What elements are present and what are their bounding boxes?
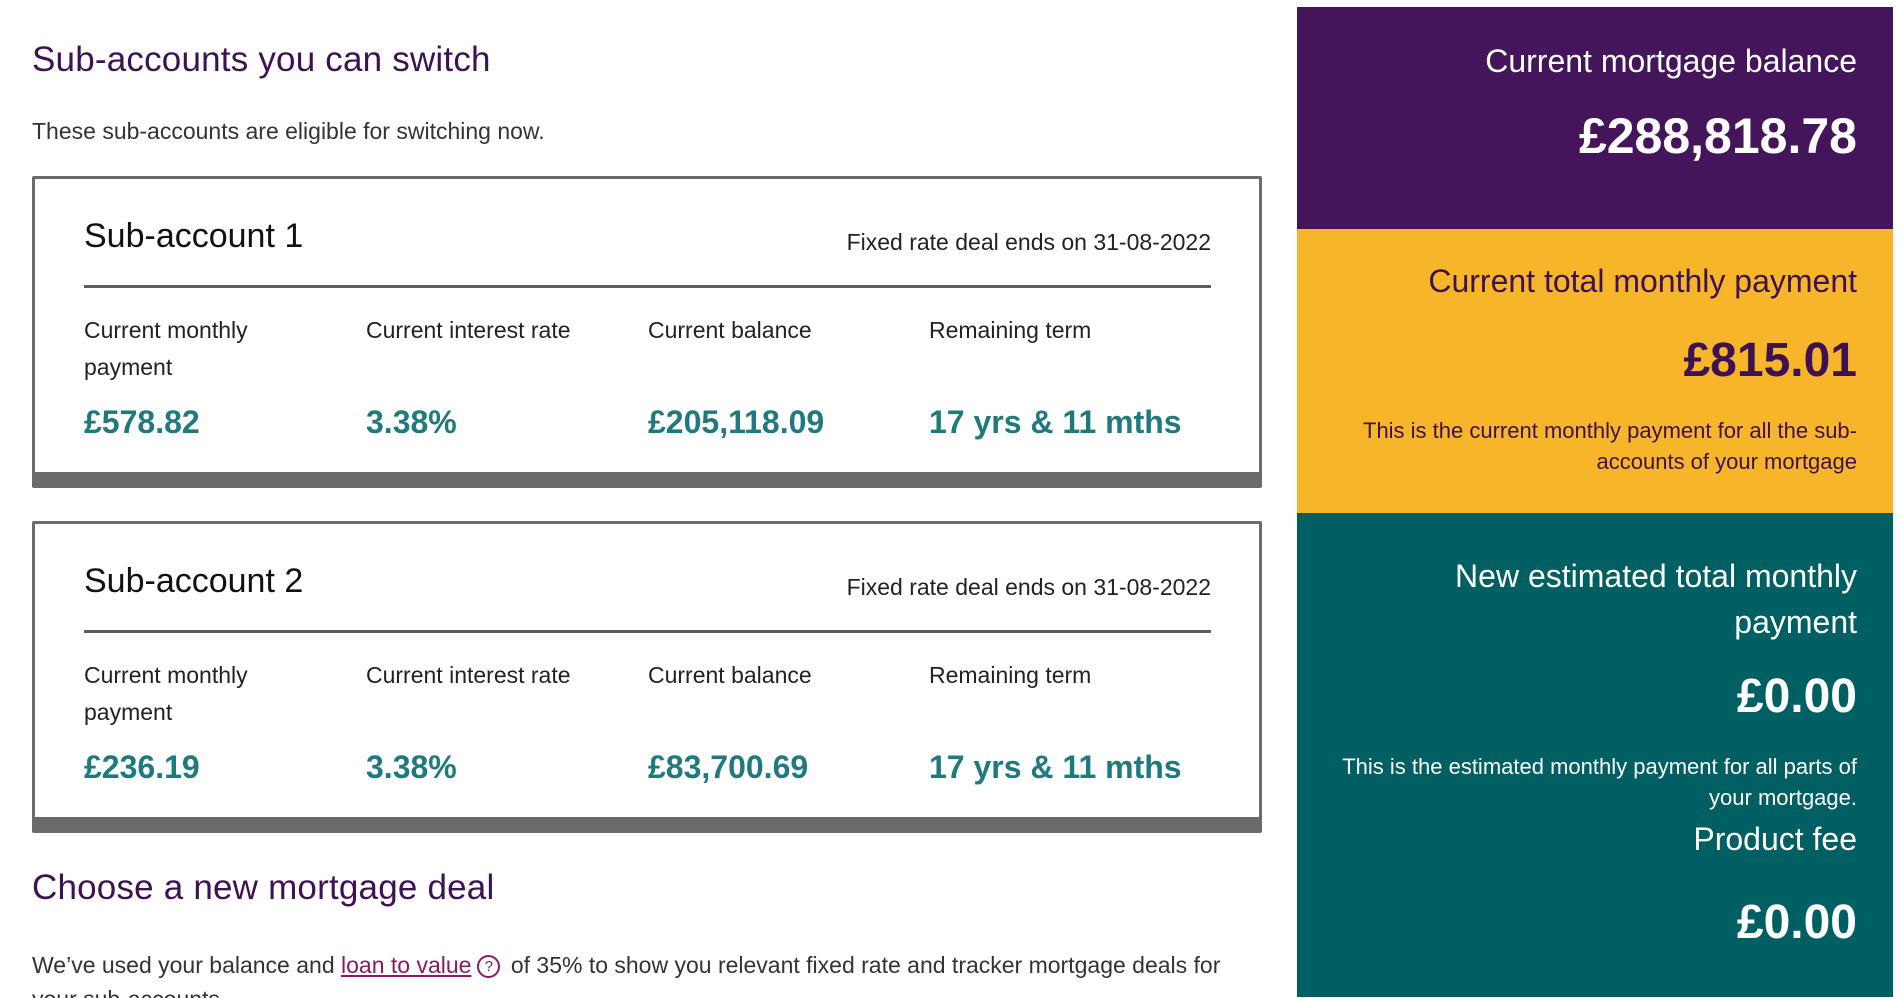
- sub-accounts-title: Sub-accounts you can switch: [32, 40, 491, 79]
- stat-value: £578.82: [84, 404, 200, 440]
- loan-to-value-link[interactable]: loan to value: [341, 952, 472, 978]
- sub-account-name: Sub-account 1: [84, 217, 304, 255]
- new-payment-panel: New estimated total monthly payment £0.0…: [1297, 513, 1893, 997]
- balance-stat: Current balance £205,118.09: [648, 312, 888, 440]
- description-text: We’ve used your balance and: [32, 952, 341, 978]
- stat-value: 3.38%: [366, 749, 457, 785]
- card-divider: [84, 630, 1211, 633]
- description-text: of 35% to show you relevant fixed rate a…: [32, 952, 1221, 998]
- new-payment-value: £0.00: [1736, 670, 1857, 723]
- stat-label: Remaining term: [929, 662, 1092, 688]
- sub-accounts-intro: These sub-accounts are eligible for swit…: [32, 118, 545, 144]
- stat-label: Current balance: [648, 317, 812, 343]
- monthly-payment-stat: Current monthly payment £578.82: [84, 312, 324, 440]
- remaining-term-stat: Remaining term 17 yrs & 11 mths: [929, 657, 1182, 785]
- sub-account-card: Sub-account 2 Fixed rate deal ends on 31…: [32, 521, 1262, 833]
- choose-deal-title: Choose a new mortgage deal: [32, 868, 495, 907]
- balance-value: £288,818.78: [1578, 108, 1857, 164]
- remaining-term-stat: Remaining term 17 yrs & 11 mths: [929, 312, 1182, 440]
- payment-label: Current total monthly payment: [1428, 263, 1857, 299]
- deal-end-date: Fixed rate deal ends on 31-08-2022: [846, 229, 1211, 255]
- stat-value: 17 yrs & 11 mths: [929, 404, 1182, 440]
- mortgage-balance-panel: Current mortgage balance £288,818.78: [1297, 7, 1893, 229]
- interest-rate-stat: Current interest rate 3.38%: [366, 657, 606, 785]
- stat-label: Current balance: [648, 662, 812, 688]
- balance-stat: Current balance £83,700.69: [648, 657, 888, 785]
- choose-deal-description: We’ve used your balance and loan to valu…: [32, 948, 1262, 998]
- question-mark-icon[interactable]: ?: [477, 955, 501, 979]
- deal-end-date: Fixed rate deal ends on 31-08-2022: [846, 574, 1211, 600]
- stat-label: Current monthly payment: [84, 317, 248, 380]
- card-divider: [84, 285, 1211, 288]
- sub-account-card: Sub-account 1 Fixed rate deal ends on 31…: [32, 176, 1262, 488]
- monthly-payment-stat: Current monthly payment £236.19: [84, 657, 324, 785]
- stat-value: £205,118.09: [648, 404, 825, 440]
- payment-note: This is the current monthly payment for …: [1363, 418, 1857, 474]
- monthly-payment-panel: Current total monthly payment £815.01 Th…: [1297, 229, 1893, 513]
- new-payment-label: New estimated total monthly payment: [1455, 558, 1857, 640]
- stat-value: £236.19: [84, 749, 200, 785]
- new-payment-note: This is the estimated monthly payment fo…: [1342, 754, 1857, 810]
- sub-account-name: Sub-account 2: [84, 562, 304, 600]
- payment-value: £815.01: [1683, 334, 1857, 387]
- product-fee-value: £0.00: [1736, 896, 1857, 949]
- interest-rate-stat: Current interest rate 3.38%: [366, 312, 606, 440]
- stat-value: 17 yrs & 11 mths: [929, 749, 1182, 785]
- product-fee-label: Product fee: [1693, 821, 1857, 857]
- stat-label: Current interest rate: [366, 662, 571, 688]
- balance-label: Current mortgage balance: [1485, 43, 1857, 79]
- stat-label: Current monthly payment: [84, 662, 248, 725]
- stat-label: Remaining term: [929, 317, 1092, 343]
- stat-value: £83,700.69: [648, 749, 809, 785]
- stat-label: Current interest rate: [366, 317, 571, 343]
- stat-value: 3.38%: [366, 404, 457, 440]
